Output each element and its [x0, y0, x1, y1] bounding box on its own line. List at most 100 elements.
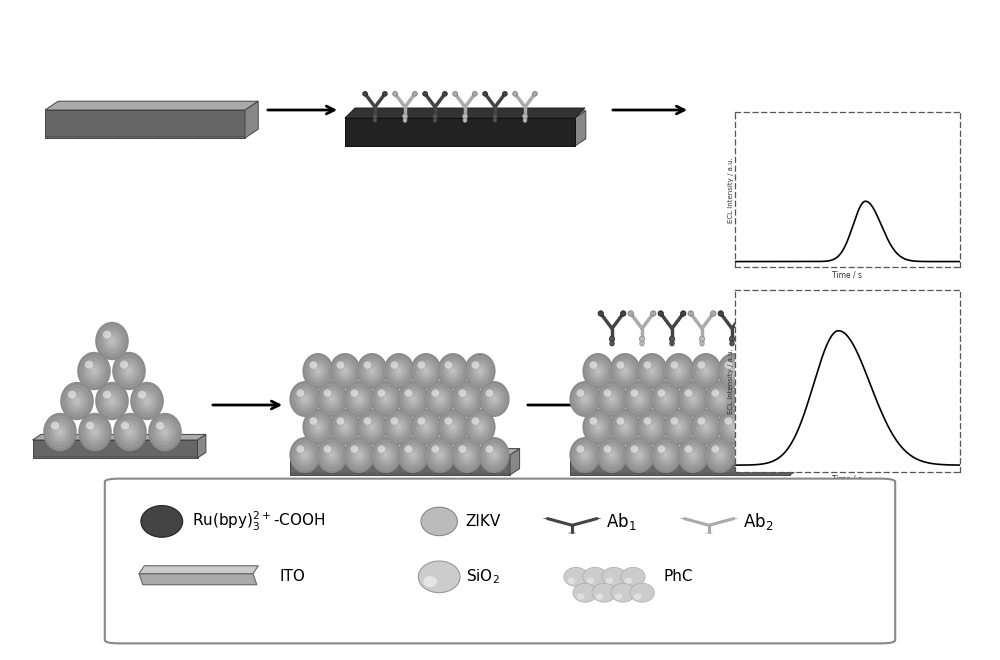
Ellipse shape [373, 118, 377, 122]
Ellipse shape [616, 417, 624, 425]
Ellipse shape [612, 356, 638, 386]
Ellipse shape [463, 118, 467, 122]
Ellipse shape [717, 409, 749, 445]
Ellipse shape [764, 443, 784, 467]
Polygon shape [45, 101, 258, 110]
Ellipse shape [472, 91, 477, 96]
Ellipse shape [383, 353, 415, 389]
Ellipse shape [683, 387, 703, 411]
Ellipse shape [502, 91, 507, 96]
Ellipse shape [582, 409, 614, 445]
Ellipse shape [359, 412, 385, 442]
Ellipse shape [464, 353, 496, 389]
Polygon shape [345, 118, 575, 146]
Ellipse shape [656, 443, 676, 467]
Ellipse shape [430, 443, 450, 467]
Ellipse shape [410, 396, 416, 402]
Ellipse shape [141, 395, 153, 407]
Ellipse shape [336, 417, 344, 425]
Ellipse shape [669, 336, 675, 342]
Ellipse shape [389, 359, 409, 383]
Ellipse shape [106, 395, 118, 407]
Ellipse shape [68, 391, 76, 399]
Ellipse shape [408, 393, 418, 405]
Ellipse shape [750, 359, 770, 383]
Ellipse shape [315, 424, 321, 430]
Ellipse shape [596, 381, 628, 417]
Polygon shape [32, 440, 198, 458]
Ellipse shape [122, 422, 138, 442]
Ellipse shape [730, 424, 736, 430]
Ellipse shape [626, 440, 652, 470]
Ellipse shape [642, 415, 662, 439]
Ellipse shape [464, 409, 496, 445]
Ellipse shape [329, 452, 335, 458]
Ellipse shape [712, 446, 728, 464]
Ellipse shape [423, 368, 429, 374]
Ellipse shape [86, 362, 102, 381]
Ellipse shape [98, 325, 126, 357]
Ellipse shape [417, 417, 425, 425]
Ellipse shape [685, 446, 701, 464]
Ellipse shape [609, 396, 615, 402]
Ellipse shape [364, 418, 380, 436]
Ellipse shape [349, 443, 369, 467]
Ellipse shape [119, 419, 141, 445]
Ellipse shape [649, 424, 655, 430]
Ellipse shape [121, 362, 137, 381]
Ellipse shape [685, 390, 701, 408]
Text: Ab$_1$: Ab$_1$ [606, 511, 637, 532]
Ellipse shape [484, 387, 504, 411]
Ellipse shape [478, 437, 510, 473]
Ellipse shape [418, 561, 460, 593]
Ellipse shape [731, 437, 763, 473]
Ellipse shape [430, 387, 450, 411]
Ellipse shape [308, 415, 328, 439]
Ellipse shape [620, 311, 626, 316]
Ellipse shape [383, 396, 389, 402]
Ellipse shape [631, 390, 647, 408]
Y-axis label: ECL Intensity / a.u.: ECL Intensity / a.u. [728, 348, 734, 414]
Ellipse shape [657, 389, 665, 397]
Ellipse shape [677, 381, 709, 417]
Ellipse shape [118, 358, 140, 384]
Ellipse shape [751, 361, 759, 369]
Ellipse shape [690, 409, 722, 445]
Ellipse shape [725, 418, 741, 436]
Ellipse shape [623, 437, 655, 473]
Ellipse shape [588, 359, 608, 383]
Ellipse shape [382, 91, 387, 96]
Ellipse shape [589, 417, 597, 425]
Ellipse shape [769, 393, 779, 405]
Ellipse shape [723, 359, 743, 383]
Ellipse shape [432, 446, 448, 464]
Ellipse shape [592, 518, 601, 519]
Ellipse shape [78, 412, 112, 451]
Ellipse shape [628, 311, 634, 316]
Ellipse shape [378, 446, 394, 464]
Polygon shape [345, 108, 585, 118]
Ellipse shape [109, 398, 115, 404]
Ellipse shape [103, 391, 111, 399]
Polygon shape [575, 111, 586, 146]
Ellipse shape [634, 449, 644, 461]
Ellipse shape [569, 381, 601, 417]
Ellipse shape [602, 443, 622, 467]
Ellipse shape [730, 368, 736, 374]
Ellipse shape [85, 360, 93, 368]
Ellipse shape [636, 353, 668, 389]
Ellipse shape [464, 452, 470, 458]
Ellipse shape [136, 388, 158, 414]
Ellipse shape [354, 393, 364, 405]
Ellipse shape [343, 437, 375, 473]
Text: PhC: PhC [663, 570, 693, 584]
Ellipse shape [771, 452, 777, 458]
Ellipse shape [602, 568, 626, 586]
Ellipse shape [717, 396, 723, 402]
Ellipse shape [69, 391, 85, 411]
Ellipse shape [397, 381, 429, 417]
Ellipse shape [623, 381, 655, 417]
Ellipse shape [729, 336, 735, 342]
Ellipse shape [381, 449, 391, 461]
Ellipse shape [71, 395, 83, 407]
